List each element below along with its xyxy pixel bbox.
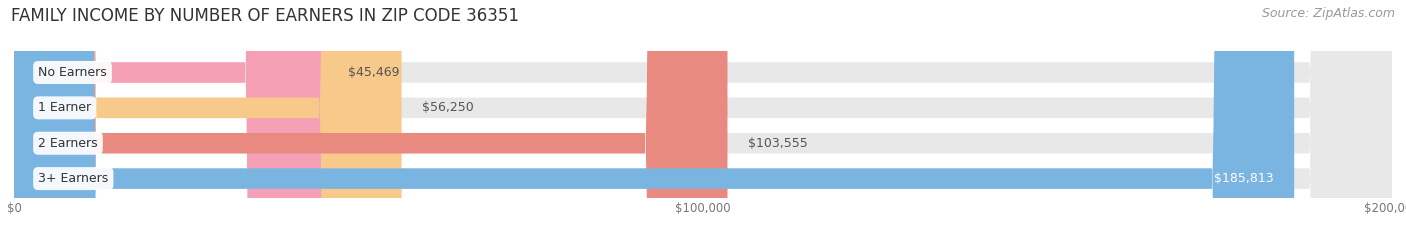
FancyBboxPatch shape [14,0,1392,233]
Text: FAMILY INCOME BY NUMBER OF EARNERS IN ZIP CODE 36351: FAMILY INCOME BY NUMBER OF EARNERS IN ZI… [11,7,519,25]
Text: $103,555: $103,555 [748,137,808,150]
Text: No Earners: No Earners [38,66,107,79]
Text: Source: ZipAtlas.com: Source: ZipAtlas.com [1261,7,1395,20]
Text: 1 Earner: 1 Earner [38,101,91,114]
FancyBboxPatch shape [14,0,328,233]
FancyBboxPatch shape [14,0,1392,233]
Text: $45,469: $45,469 [347,66,399,79]
FancyBboxPatch shape [14,0,1294,233]
Text: 2 Earners: 2 Earners [38,137,98,150]
Text: $56,250: $56,250 [422,101,474,114]
Text: $185,813: $185,813 [1213,172,1274,185]
FancyBboxPatch shape [14,0,402,233]
FancyBboxPatch shape [14,0,1392,233]
FancyBboxPatch shape [14,0,727,233]
Text: 3+ Earners: 3+ Earners [38,172,108,185]
FancyBboxPatch shape [14,0,1392,233]
